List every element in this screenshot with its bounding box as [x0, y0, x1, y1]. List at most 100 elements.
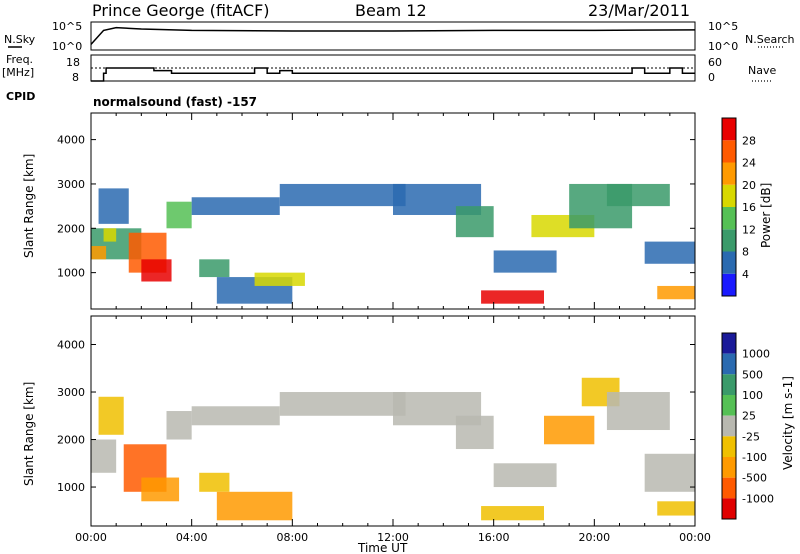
x-tick-label: 20:00 [578, 531, 610, 544]
station-title: Prince George (fitACF) [92, 1, 270, 20]
power-colorbar-segment-4 [722, 184, 736, 207]
data-region-20 [657, 285, 695, 300]
data-region-5 [141, 259, 172, 282]
data-region-1 [91, 246, 107, 260]
y-tick-label: 1000 [57, 267, 85, 280]
x-tick-label: 00:00 [75, 531, 107, 544]
data-region-13 [544, 415, 595, 445]
velocity-colorbar-segment-1 [722, 353, 736, 375]
velocity-x-ticks: 00:00 04:00 08:00 12:00 16:00 20:00 00:00 [75, 531, 711, 544]
power-colorbar-tick: 4 [742, 268, 749, 281]
nsky-tick-bottom-left: 10^0 [52, 40, 82, 53]
velocity-colorbar-tick: 500 [742, 368, 763, 381]
x-tick-label: 00:00 [679, 531, 711, 544]
velocity-colorbar-tick: 100 [742, 389, 763, 402]
x-tick-label: 08:00 [276, 531, 308, 544]
velocity-colorbar-tick: 25 [742, 410, 756, 423]
y-tick-label: 2000 [57, 434, 85, 447]
velocity-data [91, 377, 695, 521]
nsky-label: N.Sky [4, 33, 36, 46]
data-region-7 [191, 197, 280, 215]
velocity-colorbar-segment-6 [722, 457, 736, 478]
data-region-3 [98, 188, 129, 224]
x-tick-label: 12:00 [377, 531, 409, 544]
power-colorbar-tick: 20 [742, 179, 756, 192]
power-colorbar-segment-1 [722, 251, 736, 274]
velocity-colorbar-tick: -500 [742, 472, 767, 485]
data-region-3 [141, 477, 180, 502]
velocity-colorbar-segment-8 [722, 498, 736, 519]
velocity-colorbar-segment-0 [722, 333, 736, 354]
data-region-10 [455, 415, 494, 450]
beam-title: Beam 12 [355, 1, 427, 20]
data-region-2 [103, 228, 117, 242]
nave-label: Nave [748, 64, 776, 77]
power-colorbar-label: Power [dB] [759, 183, 773, 248]
data-region-18 [606, 183, 670, 207]
power-colorbar-segment-2 [722, 229, 736, 252]
velocity-colorbar-tick: -100 [742, 451, 767, 464]
data-region-14 [481, 290, 544, 304]
freq-unit-label: [MHz] [2, 66, 34, 79]
power-data [91, 183, 695, 304]
data-region-8 [199, 259, 230, 278]
cpid-text: normalsound (fast) -157 [93, 95, 257, 109]
x-tick-label: 16:00 [478, 531, 510, 544]
velocity-colorbar-segment-7 [722, 477, 736, 499]
freq-tick-bottom: 8 [72, 71, 79, 84]
power-colorbar-segment-5 [722, 162, 736, 185]
velocity-colorbar-frame [721, 332, 737, 520]
data-region-6 [166, 201, 192, 229]
power-colorbar-segment-3 [722, 207, 736, 230]
velocity-colorbar: 1000 500 100 25 -25 -100 -500 -1000 [721, 332, 774, 520]
data-region-15 [606, 392, 670, 431]
velocity-colorbar-tick: 1000 [742, 348, 770, 361]
power-panel: 1000 2000 3000 4000 Slant Range [km] 4 8 12 16… [22, 112, 773, 310]
nsky-frame [90, 21, 696, 51]
data-region-10 [254, 272, 305, 286]
data-region-17 [657, 501, 695, 516]
velocity-colorbar-segment-2 [722, 374, 736, 395]
y-tick-label: 3000 [57, 386, 85, 399]
power-colorbar-tick: 8 [742, 246, 749, 259]
power-colorbar-tick: 12 [742, 223, 756, 236]
nsky-series [90, 26, 696, 45]
power-colorbar-tick: 16 [742, 201, 756, 214]
data-region-8 [279, 392, 406, 416]
data-region-6 [199, 472, 230, 492]
nsearch-label: N.Search [745, 33, 795, 46]
cpid-label: CPID [6, 90, 35, 103]
velocity-colorbar-segment-3 [722, 395, 736, 416]
velocity-colorbar-tick: -1000 [742, 492, 774, 505]
velocity-colorbar-segment-4 [722, 415, 736, 437]
data-region-7 [216, 491, 293, 521]
nsky-tick-bottom-right: 10^0 [708, 40, 738, 53]
power-y-ticks: 1000 2000 3000 4000 [57, 113, 696, 309]
power-colorbar-tick: 24 [742, 157, 756, 170]
nsky-tick-top-right: 10^5 [708, 20, 738, 33]
data-region-12 [493, 463, 557, 488]
freq-series [91, 67, 695, 82]
power-colorbar-segment-7 [722, 118, 736, 141]
nsky-tick-top-left: 10^5 [52, 20, 82, 33]
velocity-colorbar-segment-5 [722, 436, 736, 457]
data-region-0 [91, 439, 117, 473]
velocity-xlabel: Time UT [357, 541, 408, 554]
y-tick-label: 4000 [57, 134, 85, 147]
velocity-colorbar-tick: -25 [742, 430, 760, 443]
y-tick-label: 1000 [57, 481, 85, 494]
data-region-1 [98, 396, 124, 435]
y-tick-label: 2000 [57, 222, 85, 235]
velocity-colorbar-label: Velocity [m s-1] [781, 376, 795, 470]
data-region-11 [279, 183, 406, 207]
date-title: 23/Mar/2011 [588, 1, 690, 20]
x-tick-label: 04:00 [176, 531, 208, 544]
nave-tick-bottom: 0 [708, 71, 715, 84]
data-region-13 [455, 206, 494, 238]
freq-panel: Freq. [MHz] 18 8 60 0 Nave [2, 53, 776, 84]
freq-label: Freq. [6, 53, 33, 66]
power-colorbar: 4 8 12 16 20 24 28 [721, 117, 756, 297]
data-region-15 [493, 250, 557, 273]
